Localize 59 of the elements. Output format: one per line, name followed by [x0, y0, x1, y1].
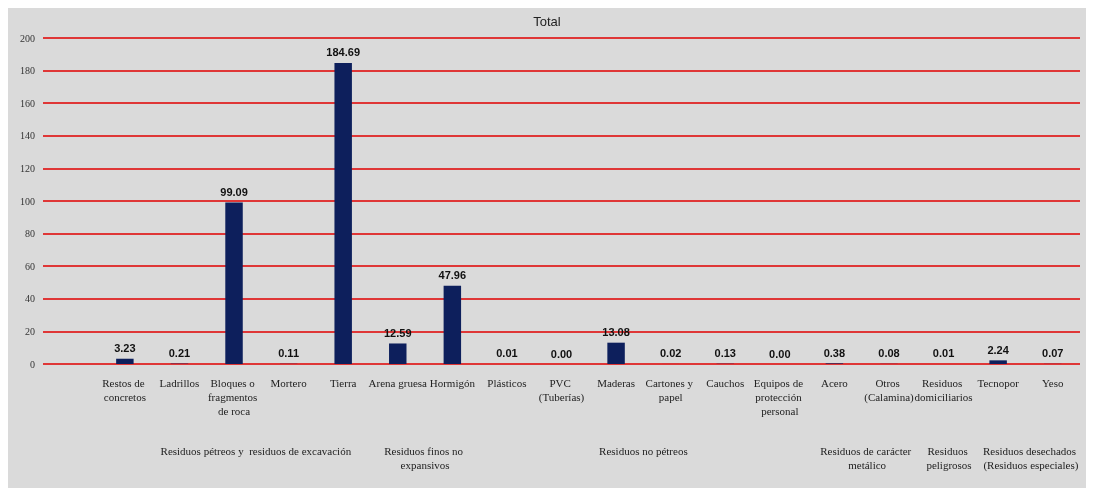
- y-tick-label: 200: [20, 32, 35, 44]
- x-tick-label: Hormigón: [429, 377, 476, 389]
- bar: [607, 342, 625, 364]
- x-tick-label: PVC (Tuberías): [538, 377, 585, 404]
- bar: [334, 62, 352, 364]
- text: Residuos peligrosos: [926, 445, 972, 471]
- x-tick-label: Yeso: [1041, 377, 1064, 389]
- y-tick-label: 20: [25, 325, 35, 337]
- data-label: 0.01: [496, 347, 518, 360]
- x-tick-label: Restos de concretos: [102, 377, 148, 403]
- x-tick-label: Maderas: [597, 377, 636, 389]
- data-label: 99.09: [220, 185, 248, 198]
- data-label: 0.11: [278, 347, 300, 360]
- data-label: 47.96: [438, 269, 467, 282]
- y-tick-label: 80: [25, 228, 35, 240]
- data-label: 0.00: [550, 347, 573, 360]
- x-tick-label: Plásticos: [487, 377, 527, 389]
- data-label: 0.08: [878, 347, 900, 360]
- text: Residuos no pétreos: [599, 445, 688, 457]
- data-label: 3.23: [114, 342, 136, 355]
- data-label: 0.07: [1042, 347, 1064, 360]
- x-tick-label: Tecnopor: [977, 377, 1020, 389]
- y-tick-label: 180: [20, 65, 35, 77]
- x-tick-label: Otros (Calamina): [864, 377, 915, 404]
- data-label: 0.00: [769, 347, 791, 360]
- x-tick-label: Acero: [820, 377, 849, 389]
- x-tick-label: Arena gruesa: [368, 377, 428, 389]
- y-tick-label: 60: [25, 260, 35, 272]
- x-tick-label: Cartones y papel: [645, 377, 696, 403]
- data-label: 0.02: [659, 347, 682, 360]
- text: Residuos desechados (Residuos especiales): [982, 445, 1079, 472]
- data-label: 0.21: [168, 347, 191, 360]
- y-tick-label: 160: [20, 97, 35, 109]
- y-tick-label: 40: [25, 293, 35, 305]
- text: Residuos de carácter metálico: [820, 445, 915, 471]
- x-tick-label: Residuos domiciliarios: [914, 377, 973, 403]
- bar: [389, 343, 407, 364]
- data-label: 0.13: [714, 347, 736, 360]
- data-label: 2.24: [987, 343, 1010, 356]
- chart-title: Total: [533, 14, 561, 29]
- x-tick-label: Tierra: [329, 377, 357, 389]
- x-tick-label: Bloques o fragmentos de roca: [207, 377, 261, 417]
- x-tick-label: Cauchos: [706, 377, 745, 389]
- data-label: 0.01: [932, 347, 955, 360]
- bar: [225, 202, 243, 364]
- y-tick-label: 100: [20, 195, 35, 207]
- x-tick-label: Ladrillos: [159, 377, 200, 389]
- y-tick-label: 120: [20, 162, 35, 174]
- text: Residuos pétreos y residuos de excavación: [160, 445, 352, 457]
- bar: [989, 360, 1007, 364]
- x-tick-label: Mortero: [270, 377, 308, 389]
- data-label: 184.69: [326, 46, 361, 59]
- y-tick-label: 140: [20, 130, 35, 142]
- x-tick-label: Equipos de protección personal: [753, 377, 806, 417]
- bar: [116, 358, 134, 364]
- bar: [443, 285, 462, 364]
- y-tick-label: 0: [30, 358, 35, 370]
- data-label: 0.38: [823, 346, 846, 359]
- text: Residuos finos no expansivos: [384, 445, 466, 471]
